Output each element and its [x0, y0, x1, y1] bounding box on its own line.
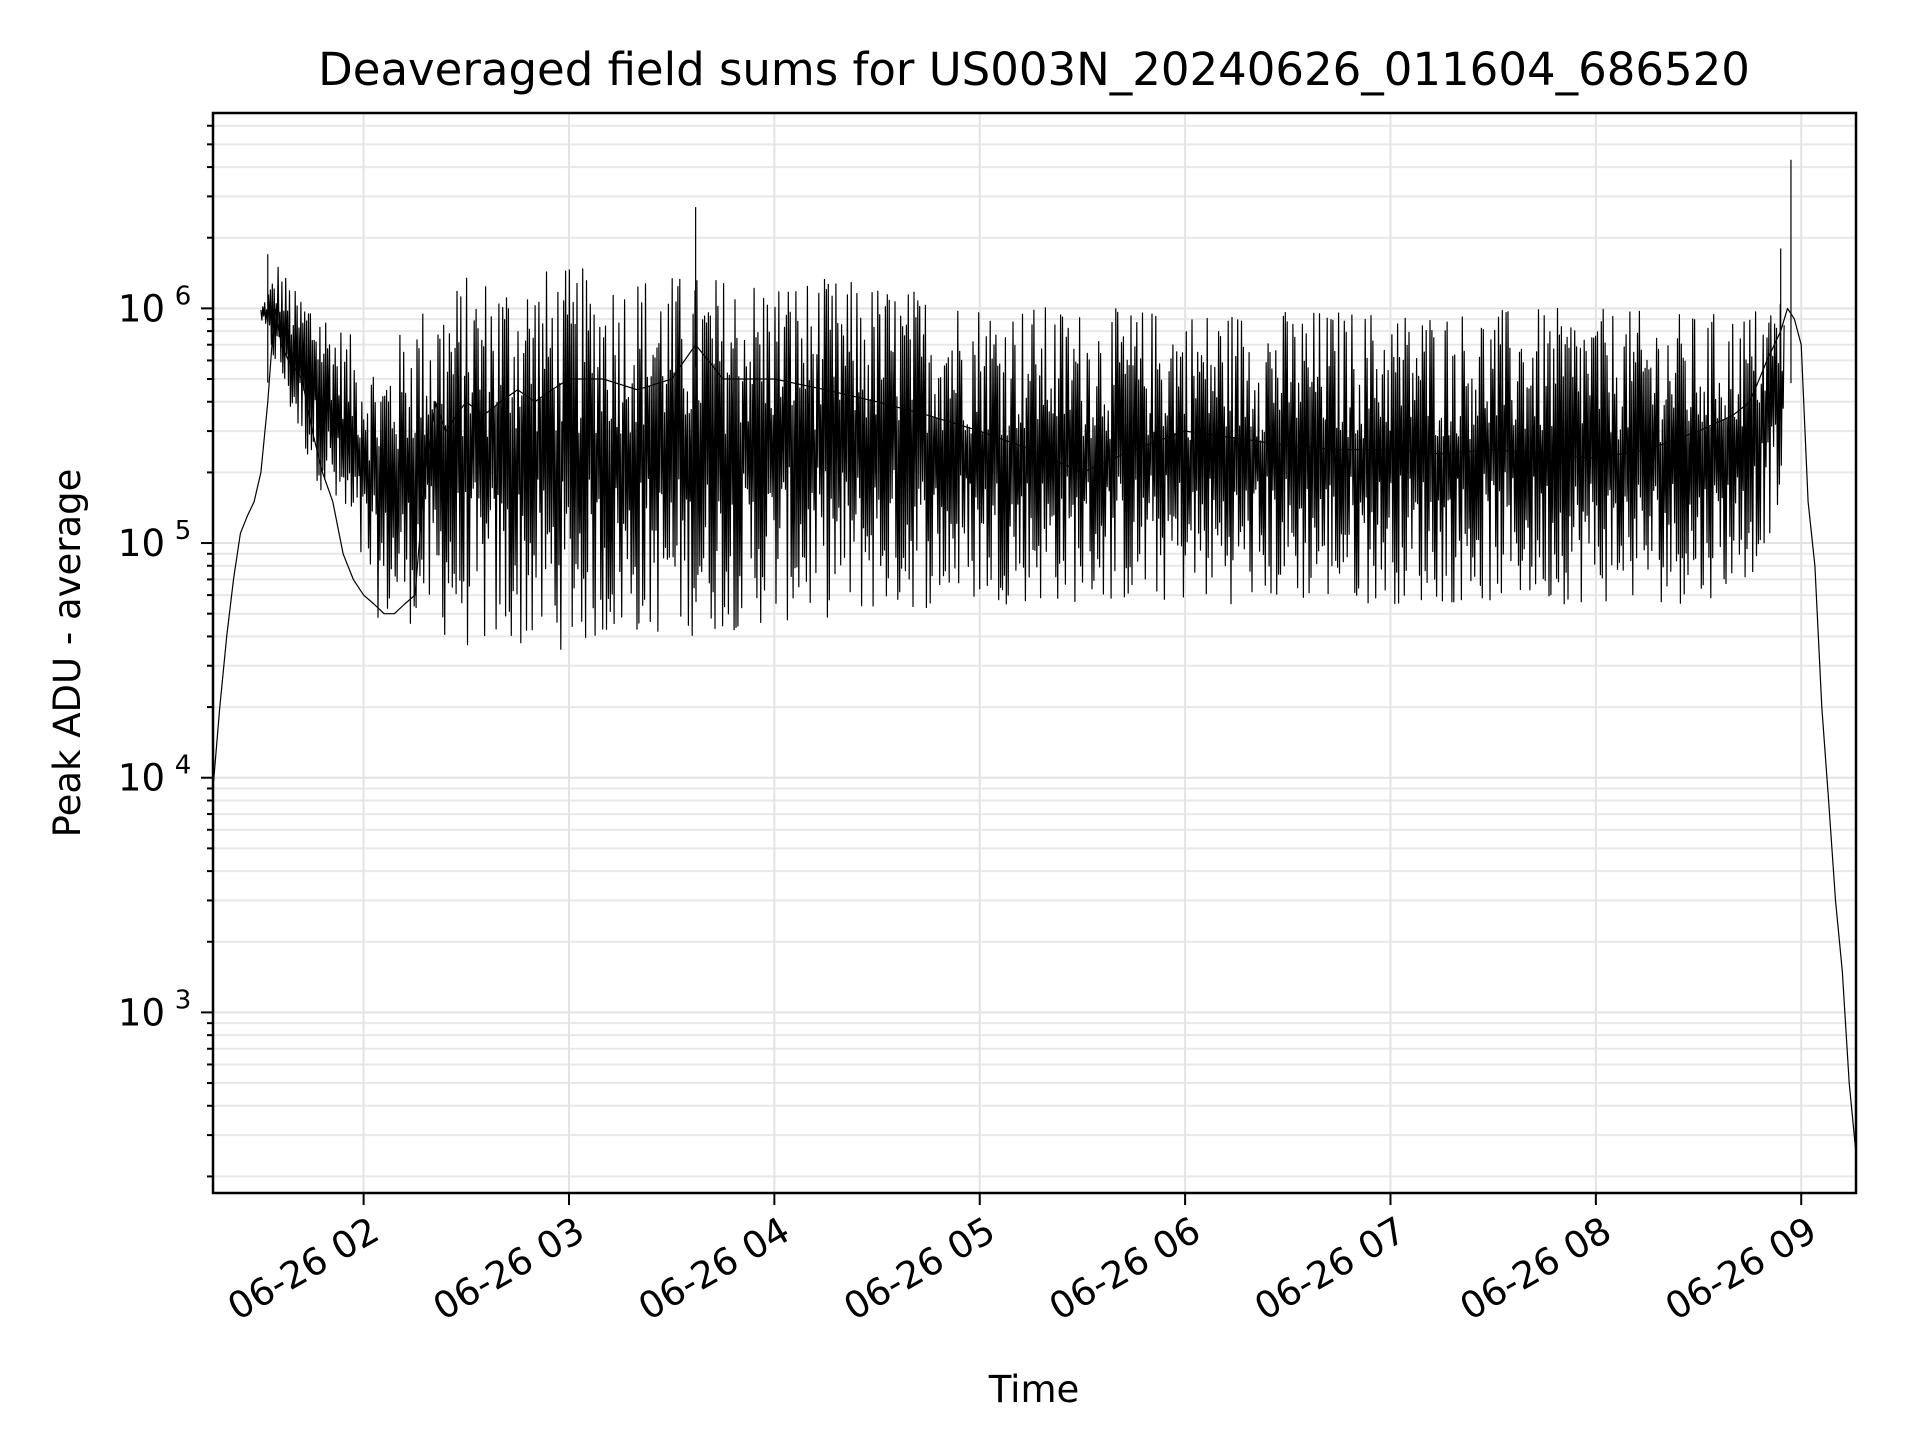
ticks: 10 3 10 4 10 5 10 6 06-26 02 06-26 03 06-26 04 06-2…: [118, 124, 1824, 1329]
x-tick-label: 06-26 09: [1658, 1209, 1824, 1329]
plot-frame: [211, 111, 1858, 1195]
y-tick-exponent: 5: [175, 516, 192, 546]
y-tick-label: 10: [118, 991, 165, 1034]
series-layer: [212, 159, 1857, 1154]
y-tick-label: 10: [118, 522, 165, 565]
x-tick-label: 06-26 03: [426, 1209, 592, 1329]
y-tick-exponent: 4: [175, 751, 192, 781]
y-tick-exponent: 3: [175, 985, 192, 1015]
series-oscillation: [260, 266, 1785, 650]
chart-title: Deaveraged field sums for US003N_2024062…: [318, 43, 1750, 96]
x-tick-label: 06-26 02: [221, 1209, 387, 1329]
x-tick-label: 06-26 08: [1453, 1209, 1619, 1329]
x-tick-label: 06-26 04: [631, 1209, 797, 1329]
x-tick-label: 06-26 05: [837, 1209, 1003, 1329]
y-tick-exponent: 6: [175, 281, 192, 311]
y-axis-label: Peak ADU - average: [46, 469, 89, 838]
x-tick-label: 06-26 06: [1042, 1209, 1208, 1329]
grid: [213, 113, 1856, 1193]
x-axis-label: Time: [988, 1368, 1080, 1411]
y-tick-label: 10: [118, 287, 165, 330]
x-tick-label: 06-26 07: [1247, 1209, 1413, 1329]
y-tick-label: 10: [118, 757, 165, 800]
